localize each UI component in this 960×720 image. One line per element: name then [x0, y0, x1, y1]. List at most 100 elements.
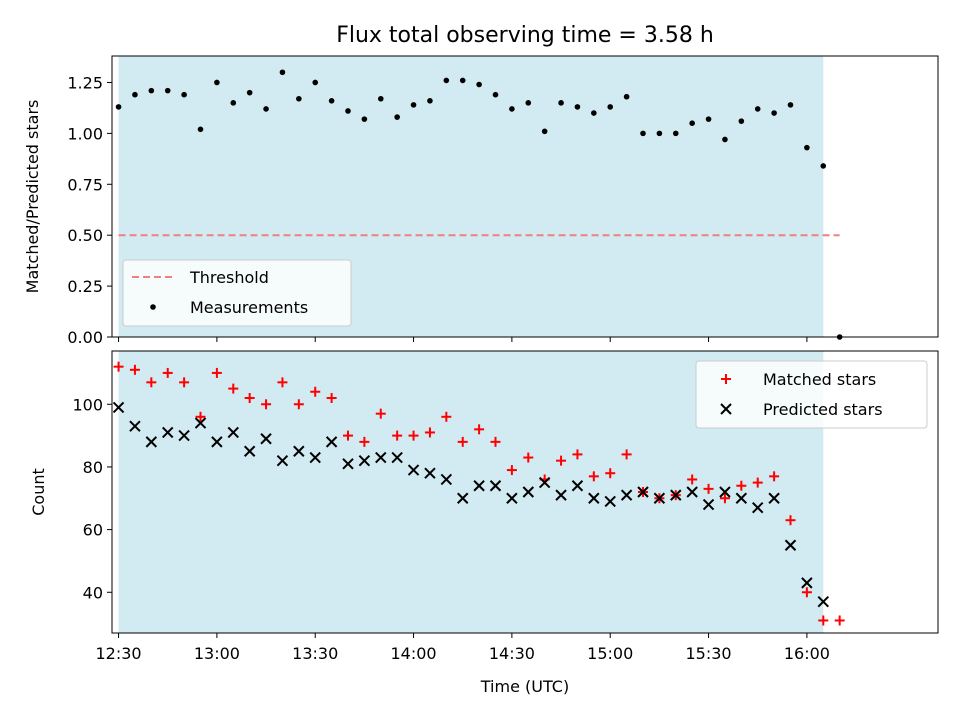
measurement-point — [640, 130, 646, 137]
measurement-point — [459, 77, 466, 84]
matched-star-point — [572, 449, 583, 460]
x-tick-label: 14:30 — [489, 644, 535, 663]
predicted-star-point — [309, 451, 321, 464]
predicted-star-point — [440, 473, 453, 486]
matched-star-point — [211, 367, 222, 378]
matched-stars-points — [113, 361, 845, 626]
top-x-ticks — [118, 337, 808, 342]
matched-star-point — [359, 436, 370, 447]
measurement-point — [558, 100, 564, 106]
matched-star-point — [441, 411, 452, 422]
matched-star-point — [408, 430, 419, 441]
count-panel: 40 60 80 100 12:30 13:00 13:30 14:00 14:30 15:00… — [29, 350, 939, 696]
top-axes-frame — [111, 55, 939, 338]
measurement-point — [296, 95, 302, 102]
matched-star-point — [424, 427, 435, 438]
matched-star-point — [490, 436, 501, 447]
measurement-point — [214, 79, 220, 86]
matched-star-point — [343, 430, 353, 441]
predicted-star-point — [457, 492, 469, 504]
legend-plus-marker — [721, 374, 731, 384]
measurement-point — [164, 87, 171, 94]
matched-star-point — [556, 455, 567, 466]
matched-star-point — [162, 367, 173, 378]
predicted-star-point — [506, 492, 518, 504]
measurement-point — [541, 128, 548, 135]
x-tick-label: 12:30 — [96, 644, 142, 663]
predicted-star-point — [194, 417, 207, 429]
y-tick-label: 0.75 — [67, 175, 103, 194]
measurement-point — [181, 91, 187, 98]
legend-predicted-swatch — [720, 403, 732, 415]
y-tick-label: 1.25 — [67, 73, 103, 92]
measurement-point — [820, 163, 827, 169]
matched-star-point — [785, 515, 796, 526]
predicted-star-point — [784, 539, 797, 551]
measurement-point — [492, 91, 499, 98]
matched-star-point — [326, 393, 337, 403]
matched-star-point — [719, 493, 730, 504]
matched-star-point — [228, 383, 239, 394]
matched-star-point — [769, 471, 780, 482]
measurement-point — [476, 81, 482, 88]
measurement-points — [115, 69, 843, 340]
measurement-point — [148, 87, 155, 94]
matched-star-point — [293, 399, 304, 410]
y-tick-label: 0.00 — [67, 328, 103, 347]
x-tick-label: 15:30 — [686, 644, 732, 663]
measurement-point — [361, 116, 368, 122]
predicted-star-point — [522, 486, 534, 498]
matched-star-point — [834, 615, 845, 626]
measurement-point — [754, 106, 761, 112]
measurement-point — [197, 126, 204, 133]
matched-star-point — [801, 587, 812, 598]
y-tick-label: 60 — [83, 521, 103, 540]
matched-star-point — [277, 377, 288, 388]
x-tick-label: 14:00 — [391, 644, 437, 663]
predicted-star-point — [686, 486, 698, 498]
y-tick-label: 0.50 — [67, 226, 103, 245]
legend-x-marker — [720, 403, 732, 415]
top-y-ticks: 0.00 0.25 0.50 0.75 1.00 1.25 — [67, 73, 112, 347]
matched-star-point — [752, 477, 763, 488]
measurement-point — [443, 77, 450, 84]
predicted-star-point — [424, 467, 436, 479]
measurement-point — [689, 120, 695, 126]
measurement-point — [115, 104, 122, 110]
predicted-star-point — [342, 458, 354, 470]
predicted-star-point — [735, 492, 748, 504]
predicted-star-point — [653, 492, 666, 504]
predicted-star-point — [358, 454, 371, 467]
matched-star-point — [129, 364, 140, 375]
ratio-panel: 0.00 0.25 0.50 0.75 1.00 1.25 Flux total obse… — [23, 23, 939, 347]
predicted-star-point — [801, 577, 813, 589]
legend-measurements-label: Measurements — [190, 298, 308, 317]
matched-star-point — [261, 399, 272, 410]
predicted-star-point — [670, 489, 682, 501]
measurement-point — [246, 89, 253, 96]
measurement-point — [132, 91, 138, 98]
matched-star-point — [523, 452, 534, 463]
measurement-point — [230, 100, 237, 106]
x-axis-label: Time (UTC) — [480, 677, 569, 696]
measurement-point — [509, 106, 515, 112]
x-tick-label: 16:00 — [784, 644, 830, 663]
matched-star-point — [113, 361, 124, 372]
predicted-star-point — [260, 433, 272, 445]
measurement-point — [738, 118, 745, 124]
matched-star-point — [179, 377, 190, 388]
matched-star-point — [310, 386, 321, 397]
measurement-point — [771, 110, 777, 116]
y-tick-label: 0.25 — [67, 277, 103, 296]
y-tick-label: 80 — [83, 458, 103, 477]
y-tick-label: 1.00 — [67, 124, 103, 143]
legend-predicted-label: Predicted stars — [763, 400, 883, 419]
matched-star-point — [703, 483, 714, 494]
predicted-star-point — [588, 492, 600, 504]
bottom-y-ticks: 40 60 80 100 — [72, 395, 112, 602]
measurement-point — [377, 95, 384, 102]
predicted-star-point — [112, 401, 125, 414]
predicted-star-point — [178, 429, 190, 442]
legend-matched-label: Matched stars — [763, 370, 876, 389]
